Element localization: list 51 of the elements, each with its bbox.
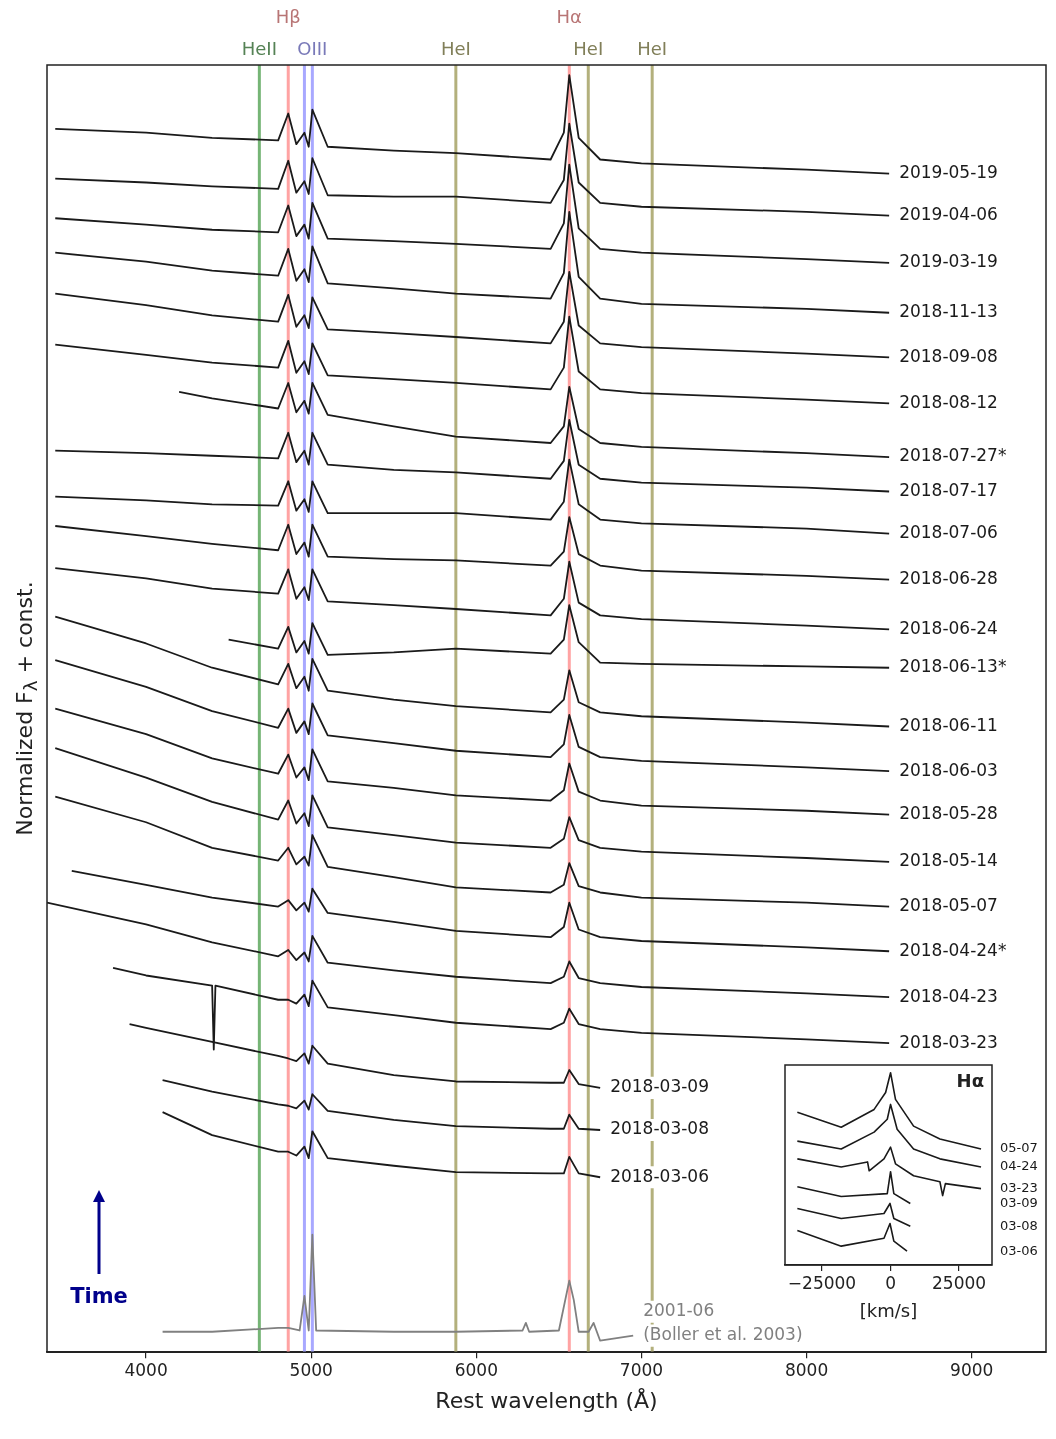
x-tick-label: 7000 (619, 1359, 664, 1380)
ref-line-label: Hβ (275, 6, 301, 27)
series-label: 2018-09-08 (899, 345, 998, 366)
text: 03-06 (1000, 1242, 1038, 1258)
x-tick-label: 4000 (124, 1359, 168, 1380)
series-label: 2018-07-27* (899, 445, 1007, 466)
x-tick-label: 6000 (454, 1359, 498, 1380)
series-label: 2018-07-17 (899, 479, 998, 500)
x-axis-title: [km/s] (859, 1299, 918, 1321)
ref-line-label: OIII (297, 38, 328, 59)
annotation: Time (70, 1284, 128, 1308)
series-label: 2018-06-28 (899, 568, 998, 589)
series-label: 2018-06-24 (899, 617, 998, 638)
annotation: (Boller et al. 2003) (643, 1324, 803, 1345)
series-label: 2018-05-07 (899, 894, 998, 915)
series-label: 2018-11-13 (899, 301, 998, 322)
series-label: 05-07 (1000, 1140, 1038, 1156)
series-label: 2018-04-23 (899, 985, 998, 1006)
series-label: 2018-04-24* (899, 939, 1007, 960)
series-label: 2018-05-28 (899, 803, 998, 824)
series-label: 2018-03-06 (610, 1165, 709, 1186)
series-label: 03-23 (1000, 1180, 1038, 1196)
series-label: 2018-06-11 (899, 714, 998, 735)
chart-title: Hα (956, 1069, 984, 1091)
x-axis-title: Rest wavelength (Å) (435, 1386, 658, 1413)
series-label: 2018-03-23 (899, 1031, 998, 1052)
x-tick-label: 5000 (289, 1359, 333, 1380)
x-tick-label: −25000 (787, 1272, 857, 1293)
series-label: 04-24 (1000, 1158, 1038, 1174)
text: 03-08 (1000, 1217, 1038, 1233)
series-label: 2019-04-06 (899, 204, 998, 225)
x-tick-label: 25000 (932, 1272, 987, 1293)
ref-line-label: Hα (556, 6, 582, 27)
series-label: 2019-05-19 (899, 161, 998, 182)
ref-line-label: HeII (241, 38, 277, 59)
series-label: 2018-06-13* (899, 656, 1007, 677)
x-tick-label: 9000 (950, 1359, 994, 1380)
series-label: 2018-06-03 (899, 759, 998, 780)
series-label: 2019-03-19 (899, 251, 998, 272)
series-label: 2018-07-06 (899, 522, 998, 543)
x-tick-label: 0 (885, 1272, 896, 1293)
series-label: 2018-08-12 (899, 391, 998, 412)
text: 03-09 (1000, 1194, 1038, 1210)
ref-line-label: HeI (573, 38, 604, 59)
ref-line-label: HeI (440, 38, 471, 59)
series-label: 2018-03-09 (610, 1076, 709, 1097)
ref-line-label: HeI (637, 38, 668, 59)
series-label: 2018-03-08 (610, 1118, 709, 1139)
series-label: 2018-05-14 (899, 850, 998, 871)
series-label: 2001-06 (643, 1300, 715, 1321)
x-tick-label: 8000 (784, 1359, 829, 1380)
